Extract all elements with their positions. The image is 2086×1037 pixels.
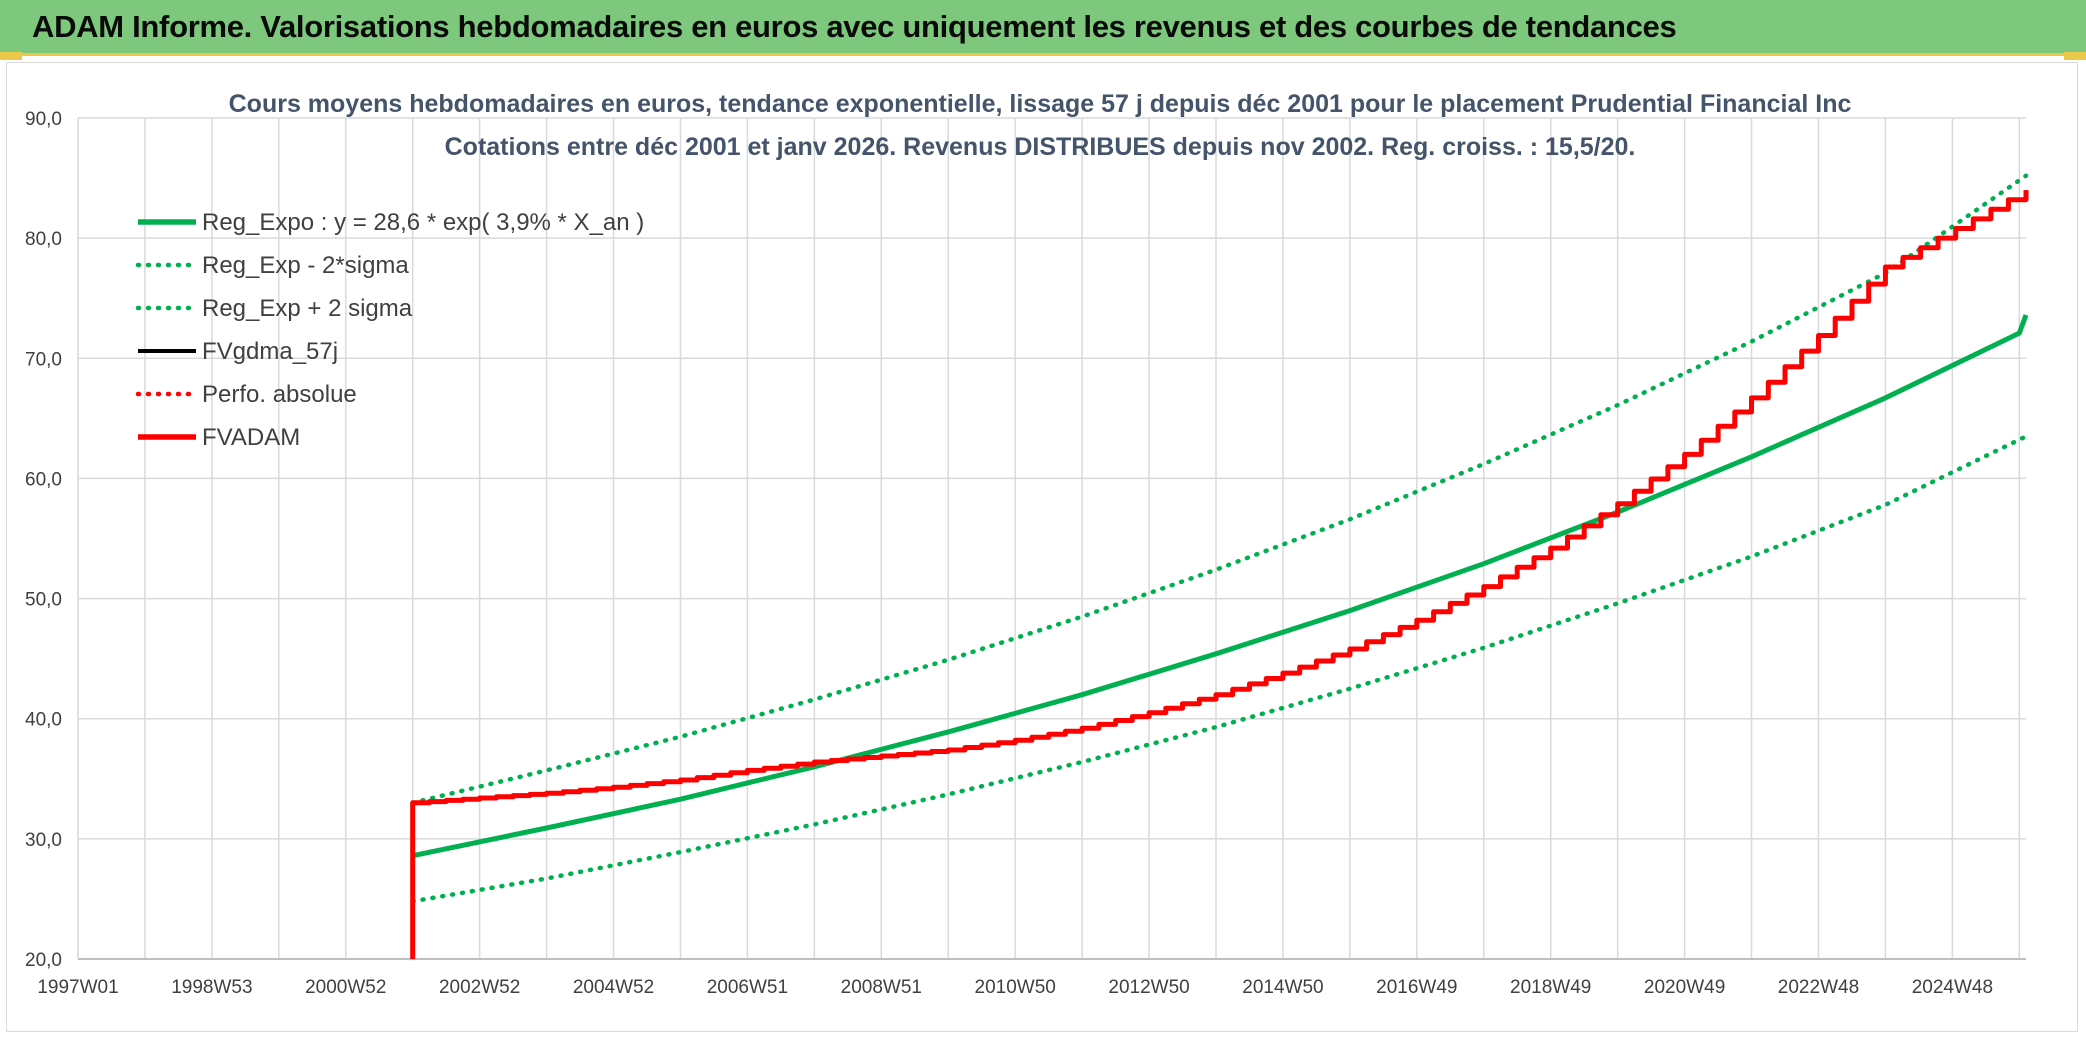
- banner-corner-left: [0, 52, 22, 60]
- x-tick-label: 1997W01: [37, 977, 118, 998]
- chart-grid: [77, 117, 2026, 960]
- x-tick-label: 2008W51: [841, 977, 922, 998]
- x-tick-label: 2006W51: [707, 977, 788, 998]
- series-line-5: [410, 190, 2029, 959]
- banner-corner-right: [2064, 52, 2086, 60]
- series-line-1: [410, 434, 2029, 904]
- series-line-2: [410, 173, 2029, 806]
- y-tick-label: 20,0: [25, 950, 62, 971]
- x-tick-label: 2014W50: [1242, 977, 1323, 998]
- y-axis: 20,0 30,0 40,0 50,0 60,0 70,0 80,0 90,0: [25, 109, 62, 971]
- x-tick-label: 2024W48: [1912, 977, 1993, 998]
- y-tick-label: 90,0: [25, 109, 62, 130]
- legend-label: FVADAM: [202, 424, 300, 451]
- x-tick-label: 2016W49: [1376, 977, 1457, 998]
- x-tick-label: 2002W52: [439, 977, 520, 998]
- legend-label: Perfo. absolue: [202, 381, 357, 408]
- x-axis: 1997W01 1998W53 2000W52 2002W52 2004W52 2006W…: [37, 977, 1993, 998]
- y-tick-label: 50,0: [25, 590, 62, 611]
- chart-subtitle: Cotations entre déc 2001 et janv 2026. R…: [445, 133, 1636, 161]
- y-tick-label: 70,0: [25, 349, 62, 370]
- chart-title: Cours moyens hebdomadaires en euros, ten…: [229, 90, 1852, 118]
- x-tick-label: 2020W49: [1644, 977, 1725, 998]
- x-tick-label: 2010W50: [975, 977, 1056, 998]
- chart-series: [410, 173, 2029, 959]
- legend-label: Reg_Expo : y = 28,6 * exp( 3,9% * X_an ): [202, 209, 644, 236]
- chart-legend: Reg_Expo : y = 28,6 * exp( 3,9% * X_an )…: [135, 209, 644, 451]
- x-tick-label: 2022W48: [1778, 977, 1859, 998]
- x-tick-label: 2012W50: [1108, 977, 1189, 998]
- series-line-0: [412, 314, 2029, 859]
- x-tick-label: 2004W52: [573, 977, 654, 998]
- legend-label: Reg_Exp + 2 sigma: [202, 295, 413, 322]
- y-tick-label: 80,0: [25, 229, 62, 250]
- y-tick-label: 60,0: [25, 469, 62, 490]
- x-tick-label: 2018W49: [1510, 977, 1591, 998]
- chart-frame: [6, 62, 2078, 1032]
- series-line-3: [412, 190, 2028, 805]
- legend-label: Reg_Exp - 2*sigma: [202, 252, 409, 279]
- x-tick-label: 1998W53: [171, 977, 252, 998]
- legend-label: FVgdma_57j: [202, 338, 338, 365]
- y-tick-label: 30,0: [25, 830, 62, 851]
- y-tick-label: 40,0: [25, 710, 62, 731]
- report-banner: ADAM Informe. Valorisations hebdomadaire…: [0, 0, 2086, 56]
- x-tick-label: 2000W52: [305, 977, 386, 998]
- report-title: ADAM Informe. Valorisations hebdomadaire…: [32, 9, 1677, 44]
